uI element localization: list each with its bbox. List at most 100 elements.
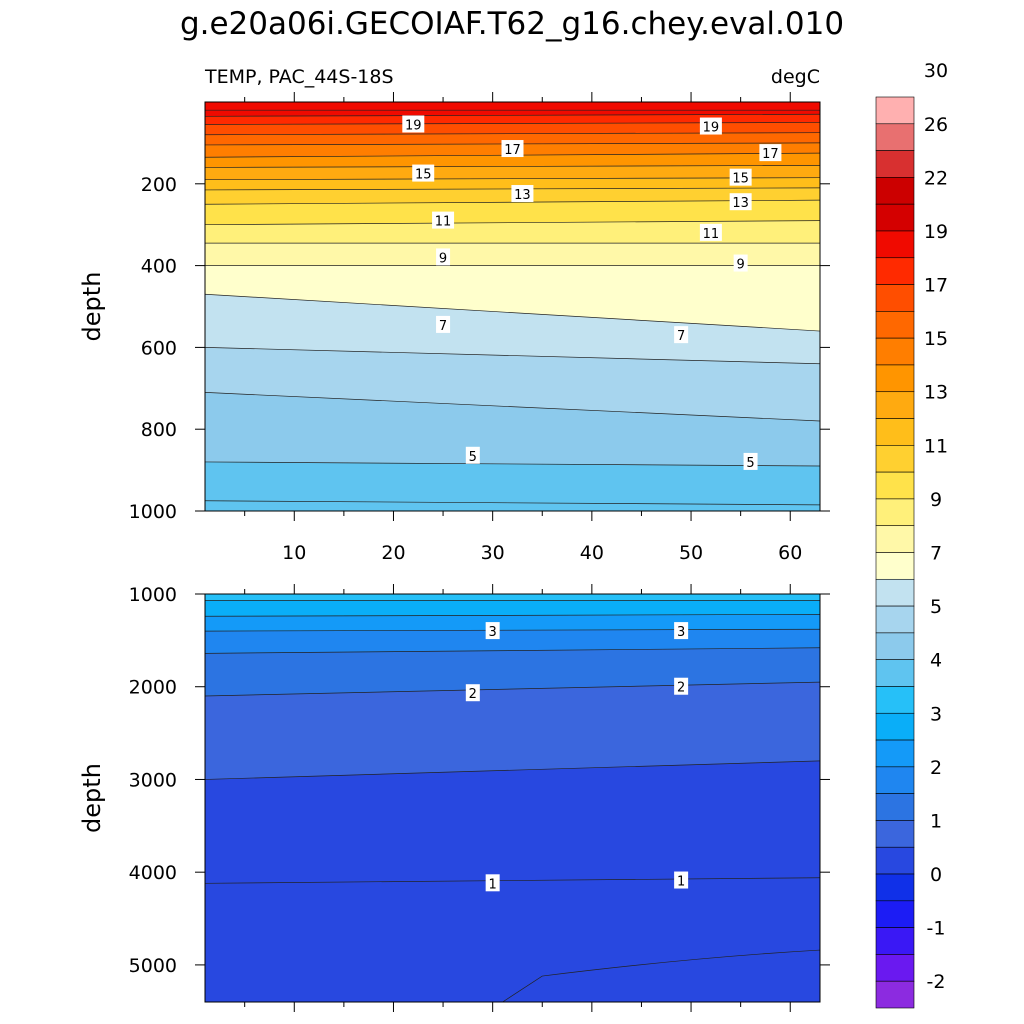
contour-line	[205, 165, 820, 168]
colorbar-box	[875, 873, 915, 902]
contour-label: 19	[703, 121, 720, 136]
contour-label-bg	[402, 115, 425, 133]
contour-line	[205, 647, 820, 654]
contour-line	[205, 681, 820, 697]
panel-left-label: TEMP, PAC_44S-18S	[204, 66, 394, 88]
contour-label-bg	[412, 164, 435, 182]
colorbar-box	[875, 96, 915, 125]
colorbar-box	[875, 712, 915, 741]
field-band	[205, 500, 820, 511]
contour-label-bg	[465, 684, 480, 702]
contour-line	[205, 177, 820, 181]
contour-line	[205, 113, 820, 117]
contour-label: 2	[469, 687, 477, 702]
colorbar-label: 4	[930, 650, 942, 672]
x-tick-label: 50	[679, 542, 703, 564]
contour-label-bg	[674, 326, 689, 344]
colorbar-box	[875, 525, 915, 553]
lower-panel: 1000 2000 3000 4000 5000 depth 3 3 2 2 1 1	[78, 584, 830, 1012]
colorbar-box	[875, 632, 915, 660]
y-tick-label: 800	[141, 419, 177, 441]
contour-line	[205, 199, 820, 205]
contour-line	[205, 220, 820, 226]
y-axis-label: depth	[78, 763, 106, 833]
contour-line	[205, 293, 820, 332]
y-tick-label: 3000	[129, 769, 177, 791]
contour-line	[205, 877, 820, 884]
colorbar-box	[875, 820, 915, 848]
y-tick-label: 4000	[129, 862, 177, 884]
contour-label-bg	[674, 871, 689, 889]
colorbar-label: 2	[930, 757, 942, 779]
colorbar-box	[875, 391, 915, 419]
contour-label: 7	[677, 329, 685, 344]
contour-label-bg	[699, 223, 722, 241]
colorbar-box	[875, 659, 915, 687]
contour-line	[205, 614, 820, 617]
y-tick-label: 600	[141, 337, 177, 359]
colorbar-box	[875, 739, 915, 768]
contour-label: 17	[504, 143, 521, 158]
contour-label: 15	[415, 168, 432, 183]
colorbar-box	[875, 445, 915, 473]
colorbar-box	[875, 498, 915, 527]
chart-title: g.e20a06i.GECOIAF.T62_g16.chey.eval.010	[180, 6, 844, 42]
x-tick-label: 30	[481, 542, 505, 564]
contour-label: 13	[514, 188, 531, 203]
colorbar-label: 26	[924, 114, 948, 136]
contour-label-bg	[436, 315, 451, 333]
colorbar-box	[875, 686, 915, 714]
colorbar-box	[875, 150, 915, 178]
contour-label: 11	[703, 227, 720, 242]
colorbar-label: 0	[930, 864, 942, 886]
contour-line	[205, 392, 820, 422]
contour-line	[205, 461, 820, 467]
colorbar-label: 3	[930, 703, 942, 725]
colorbar-box	[875, 578, 915, 607]
contour-line	[205, 628, 820, 632]
contour-label: 3	[489, 625, 497, 640]
contour-line	[205, 347, 820, 365]
colorbar-label: 22	[924, 167, 948, 189]
colorbar-label: 5	[930, 596, 942, 618]
contour-label-bg	[485, 874, 500, 892]
colorbar-box	[875, 793, 915, 821]
field-band	[205, 461, 820, 511]
contour-label-bg	[436, 248, 451, 266]
y-tick-label: 200	[141, 174, 177, 196]
y-tick-label: 400	[141, 256, 177, 278]
contour-label: 19	[405, 118, 422, 133]
colorbar-box	[875, 257, 915, 285]
colorbar-label: -1	[927, 918, 946, 940]
y-tick-label: 1000	[129, 584, 177, 606]
contour-label-bg	[485, 622, 500, 640]
contour-label: 9	[439, 251, 447, 266]
colorbar-box	[875, 230, 915, 259]
contour-label-bg	[729, 168, 752, 186]
upper-panel: 10 20 30 40 50 60 200 400 600 800 1000 depth 19 17 15 1…	[78, 92, 830, 564]
contour-label: 15	[732, 172, 749, 187]
colorbar-label: 9	[930, 489, 942, 511]
x-tick-label: 60	[778, 542, 802, 564]
y-axis-label: depth	[78, 272, 106, 342]
colorbar-label: 1	[930, 810, 942, 832]
colorbar-box	[875, 471, 915, 500]
contour-label: 5	[746, 456, 754, 471]
contour-line	[205, 500, 820, 506]
x-tick-label: 10	[282, 542, 306, 564]
contour-label: 2	[677, 681, 685, 696]
colorbar-label: 15	[924, 328, 948, 350]
x-tick-label: 20	[381, 542, 405, 564]
contour-label: 9	[737, 258, 745, 273]
colorbar-box	[875, 900, 915, 928]
colorbar-box	[875, 980, 915, 1009]
contour-line	[205, 760, 820, 780]
colorbar-box	[875, 203, 915, 232]
contour-label-bg	[674, 677, 689, 695]
colorbar-box	[875, 418, 915, 446]
contour-label: 5	[469, 450, 477, 465]
colorbar-label: 7	[930, 543, 942, 565]
contour-label-bg	[733, 254, 748, 272]
colorbar-label: -2	[927, 971, 946, 993]
